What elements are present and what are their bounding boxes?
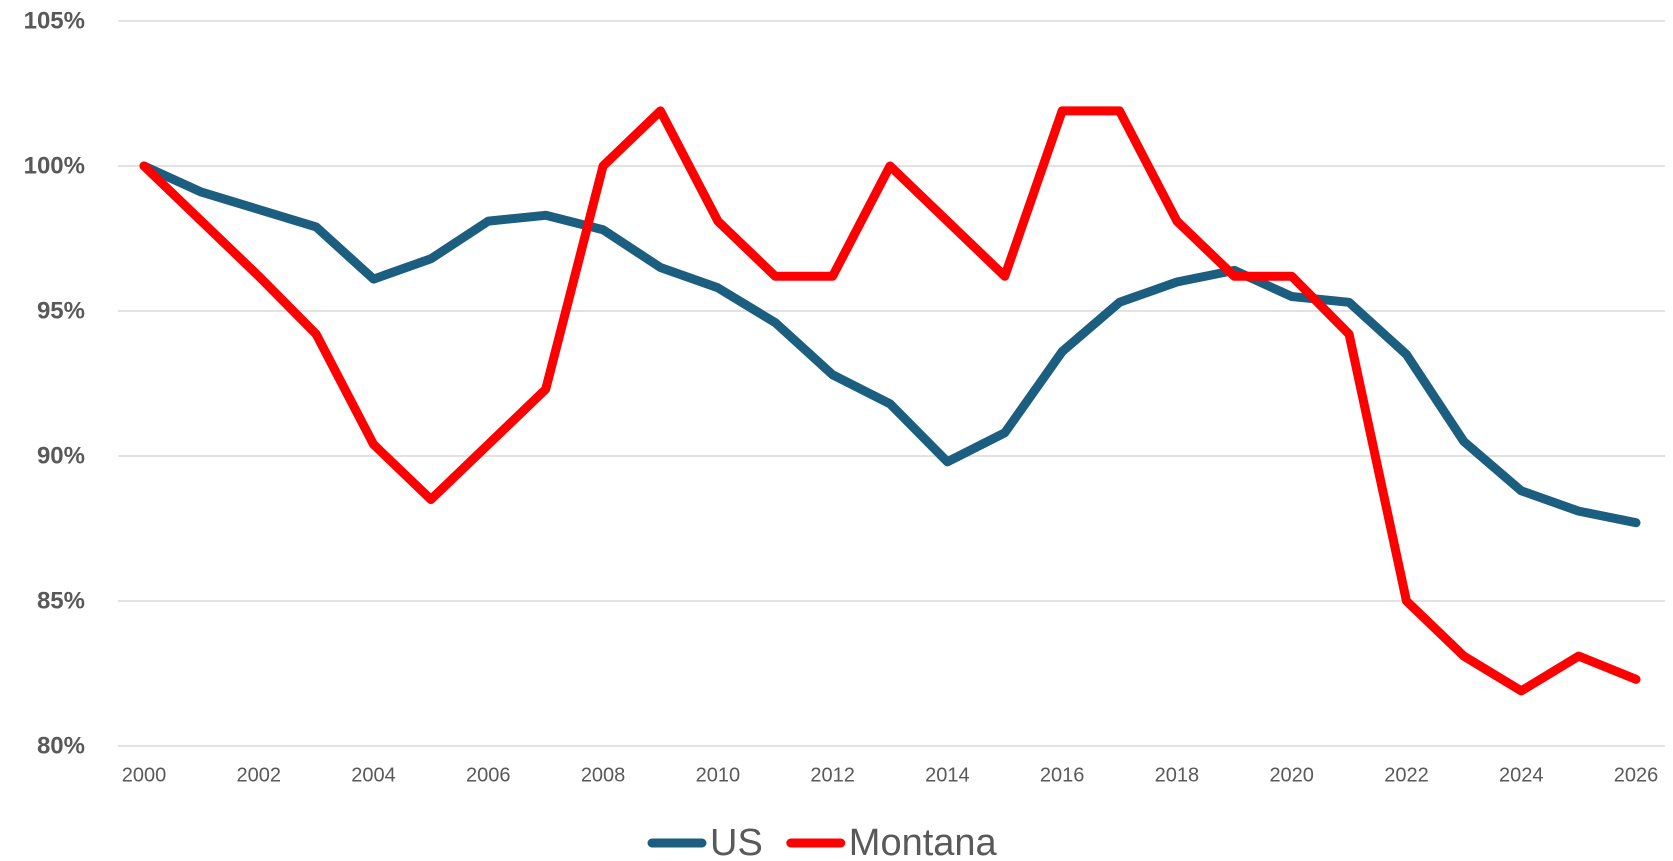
x-tick-label: 2004 — [351, 764, 396, 786]
series-line — [139, 106, 1641, 696]
y-tick-label: 90% — [37, 442, 85, 469]
x-tick-label: 2010 — [696, 764, 741, 786]
x-tick-label: 2022 — [1384, 764, 1429, 786]
x-tick-label: 2024 — [1499, 764, 1544, 786]
x-tick-label: 2000 — [122, 764, 167, 786]
y-tick-label: 85% — [37, 587, 85, 614]
legend-label: Montana — [849, 822, 998, 861]
x-tick-label: 2014 — [925, 764, 970, 786]
x-tick-label: 2008 — [581, 764, 626, 786]
x-tick-label: 2026 — [1614, 764, 1659, 786]
y-tick-label: 80% — [37, 732, 85, 759]
x-tick-label: 2012 — [810, 764, 855, 786]
x-tick-label: 2016 — [1040, 764, 1085, 786]
x-tick-label: 2002 — [237, 764, 282, 786]
series-line — [139, 161, 1641, 528]
y-tick-label: 105% — [24, 7, 85, 34]
x-tick-label: 2018 — [1155, 764, 1200, 786]
x-tick-label: 2020 — [1269, 764, 1314, 786]
legend-label: US — [710, 822, 763, 861]
y-tick-label: 100% — [24, 152, 85, 179]
x-tick-label: 2006 — [466, 764, 511, 786]
y-tick-label: 95% — [37, 297, 85, 324]
